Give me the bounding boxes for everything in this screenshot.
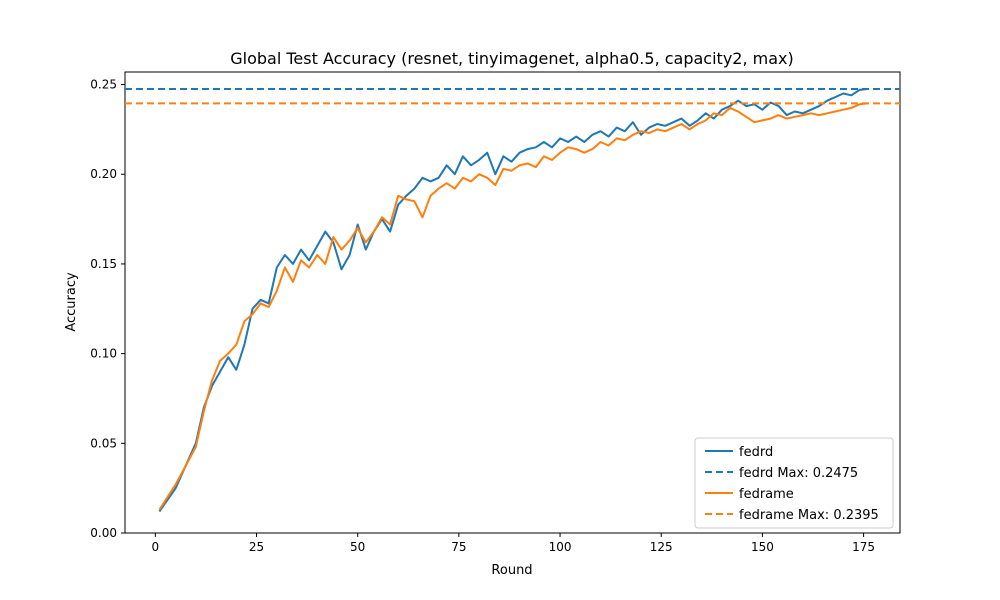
y-axis: 0.00 0.05 0.10 0.15 0.20 0.25 (90, 78, 125, 540)
series-fedrd-line (158, 88, 868, 513)
legend-label: fedrd Max: 0.2475 (739, 466, 858, 481)
legend-label: fedrame (739, 487, 794, 502)
y-tick-label: 0.20 (90, 167, 117, 181)
plot-area (124, 71, 901, 534)
legend-frame (694, 437, 894, 529)
x-tick-label: 150 (751, 540, 774, 554)
series-layer (125, 88, 900, 513)
legend: fedrd fedrd Max: 0.2475 fedrame fedrame Max… (694, 437, 894, 529)
x-tick-label: 100 (549, 540, 572, 554)
x-tick-label: 50 (350, 540, 365, 554)
y-tick-label: 0.00 (90, 526, 117, 540)
x-tick-label: 75 (451, 540, 466, 554)
y-tick-label: 0.05 (90, 436, 117, 450)
x-tick-label: 175 (852, 540, 875, 554)
series-fedrame-line (158, 102, 868, 511)
plot-frame (124, 71, 901, 534)
x-axis-label: Round (491, 563, 532, 578)
y-tick-label: 0.10 (90, 347, 117, 361)
legend-label: fedrame Max: 0.2395 (739, 508, 879, 523)
chart-title: Global Test Accuracy (resnet, tinyimagen… (230, 49, 794, 68)
x-axis: 0 25 50 75 100 125 150 175 (152, 533, 875, 554)
y-tick-label: 0.15 (90, 257, 117, 271)
legend-label: fedrd (739, 445, 773, 460)
x-tick-label: 125 (650, 540, 673, 554)
y-axis-label: Accuracy (64, 272, 79, 332)
x-tick-label: 0 (152, 540, 160, 554)
y-tick-label: 0.25 (90, 78, 117, 92)
x-tick-label: 25 (249, 540, 264, 554)
